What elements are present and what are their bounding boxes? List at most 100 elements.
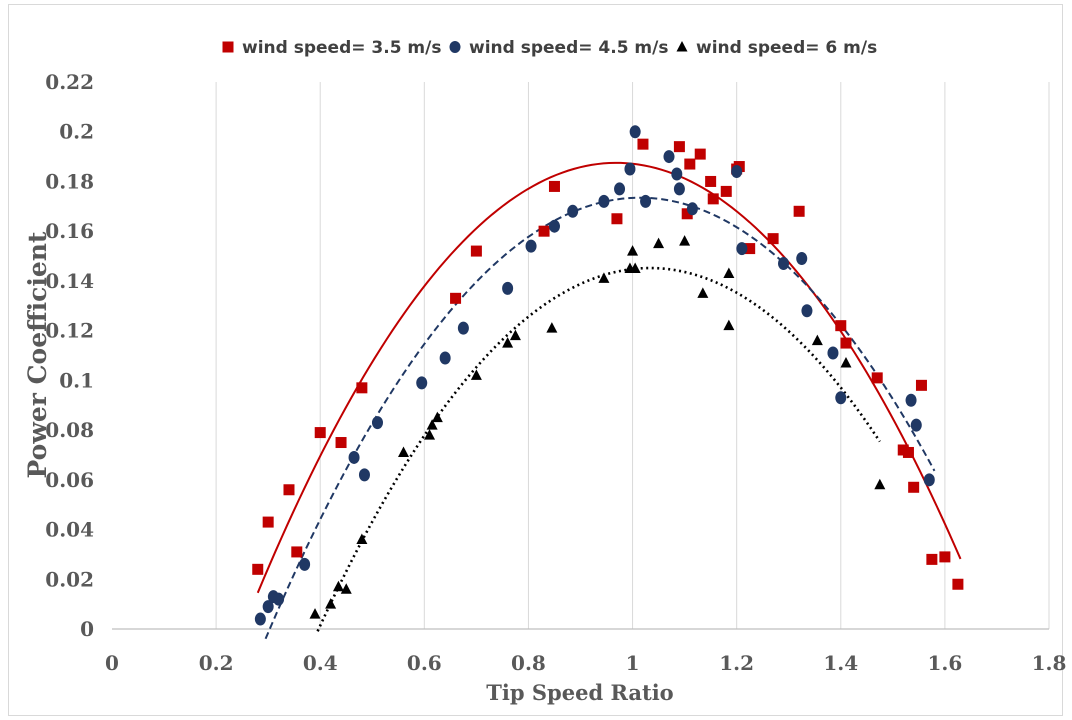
chart-frame [8, 4, 1063, 716]
data-point [273, 592, 285, 606]
data-point [598, 194, 610, 208]
data-point [358, 468, 370, 482]
data-point [673, 141, 685, 153]
data-point [335, 437, 347, 449]
data-point [778, 257, 790, 271]
data-point [262, 516, 274, 528]
data-point [679, 235, 691, 246]
data-point [340, 583, 352, 594]
y-tick-label: 0.12 [45, 319, 94, 343]
data-point [470, 245, 482, 257]
x-tick-labels: 0 0.2 0.4 0.6 0.8 1 1.2 1.4 1.6 1.8 [105, 651, 1066, 675]
data-point [470, 369, 482, 380]
x-tick-label: 0.8 [511, 651, 546, 675]
data-point [736, 242, 748, 256]
y-tick-labels: 0 0.02 0.04 0.06 0.08 0.1 0.12 0.14 0.16 0.18 0.2 0… [45, 70, 94, 641]
data-point [827, 346, 839, 360]
legend-marker [222, 41, 234, 53]
data-point [801, 304, 813, 318]
data-point [796, 252, 808, 266]
data-point [426, 419, 438, 430]
y-tick-label: 0.1 [59, 368, 94, 392]
data-point [629, 262, 641, 273]
data-point [681, 208, 693, 220]
data-point [398, 446, 410, 457]
data-point [926, 553, 938, 565]
data-point [673, 182, 685, 196]
data-point [502, 281, 514, 295]
data-point [767, 233, 779, 245]
data-point [910, 418, 922, 432]
x-tick-label: 0.4 [303, 651, 338, 675]
data-point [908, 481, 920, 493]
y-tick-label: 0.16 [45, 219, 94, 243]
data-point [697, 287, 709, 298]
legend-marker [676, 41, 688, 52]
x-tick-label: 1.8 [1032, 651, 1067, 675]
data-point [546, 322, 558, 333]
y-tick-label: 0.08 [45, 418, 94, 442]
data-point [731, 165, 743, 179]
data-point [939, 551, 951, 563]
legend-label: wind speed= 6 m/s [696, 38, 877, 58]
data-point [502, 337, 514, 348]
data-point [835, 391, 847, 405]
legend-label: wind speed= 4.5 m/s [469, 38, 668, 58]
data-point [640, 194, 652, 208]
data-point [624, 162, 636, 176]
data-point [952, 578, 964, 590]
data-point [332, 580, 344, 592]
y-tick-label: 0.02 [45, 567, 94, 591]
data-point [450, 292, 462, 304]
legend: wind speed= 3.5 m/s wind speed= 4.5 m/s wi… [222, 38, 877, 58]
data-point [627, 245, 639, 256]
x-tick-label: 0.2 [199, 651, 234, 675]
data-point [371, 416, 383, 430]
data-point [874, 478, 886, 490]
data-point [548, 219, 560, 233]
data-point [905, 393, 917, 407]
data-point [348, 450, 360, 464]
y-tick-label: 0.2 [59, 120, 94, 144]
x-tick-label: 0 [105, 651, 119, 675]
data-point [325, 598, 337, 609]
data-point [694, 148, 706, 160]
x-tick-label: 1.6 [927, 651, 962, 675]
data-point [262, 600, 274, 614]
data-point [254, 612, 266, 626]
data-point [509, 329, 521, 341]
x-tick-label: 1.4 [823, 651, 858, 675]
data-point [567, 204, 579, 218]
data-point [871, 372, 883, 384]
x-tick-label: 0.6 [407, 651, 442, 675]
data-point [840, 337, 852, 349]
legend-label: wind speed= 3.5 m/s [242, 38, 441, 58]
data-point [548, 180, 560, 192]
data-point [424, 429, 436, 440]
data-point [663, 150, 675, 164]
data-point [309, 608, 321, 619]
data-point [705, 175, 717, 187]
y-axis-title: Power Coefficient [23, 231, 52, 478]
legend-marker [449, 41, 461, 53]
trend-line [316, 266, 881, 632]
data-point [840, 356, 852, 368]
data-point [686, 202, 698, 216]
data-point [811, 334, 823, 346]
data-point [611, 213, 623, 225]
data-point [684, 158, 696, 170]
data-point [614, 182, 626, 196]
data-point [723, 319, 735, 331]
data-point [525, 239, 537, 253]
data-point [314, 427, 326, 439]
y-tick-label: 0.14 [45, 269, 94, 293]
y-tick-label: 0.22 [45, 70, 94, 94]
data-point [915, 379, 927, 391]
data-point [356, 533, 368, 544]
data-point [538, 225, 550, 237]
data-point [637, 138, 649, 150]
data-point [283, 484, 295, 496]
data-point [356, 382, 368, 394]
y-tick-label: 0.18 [45, 169, 94, 193]
